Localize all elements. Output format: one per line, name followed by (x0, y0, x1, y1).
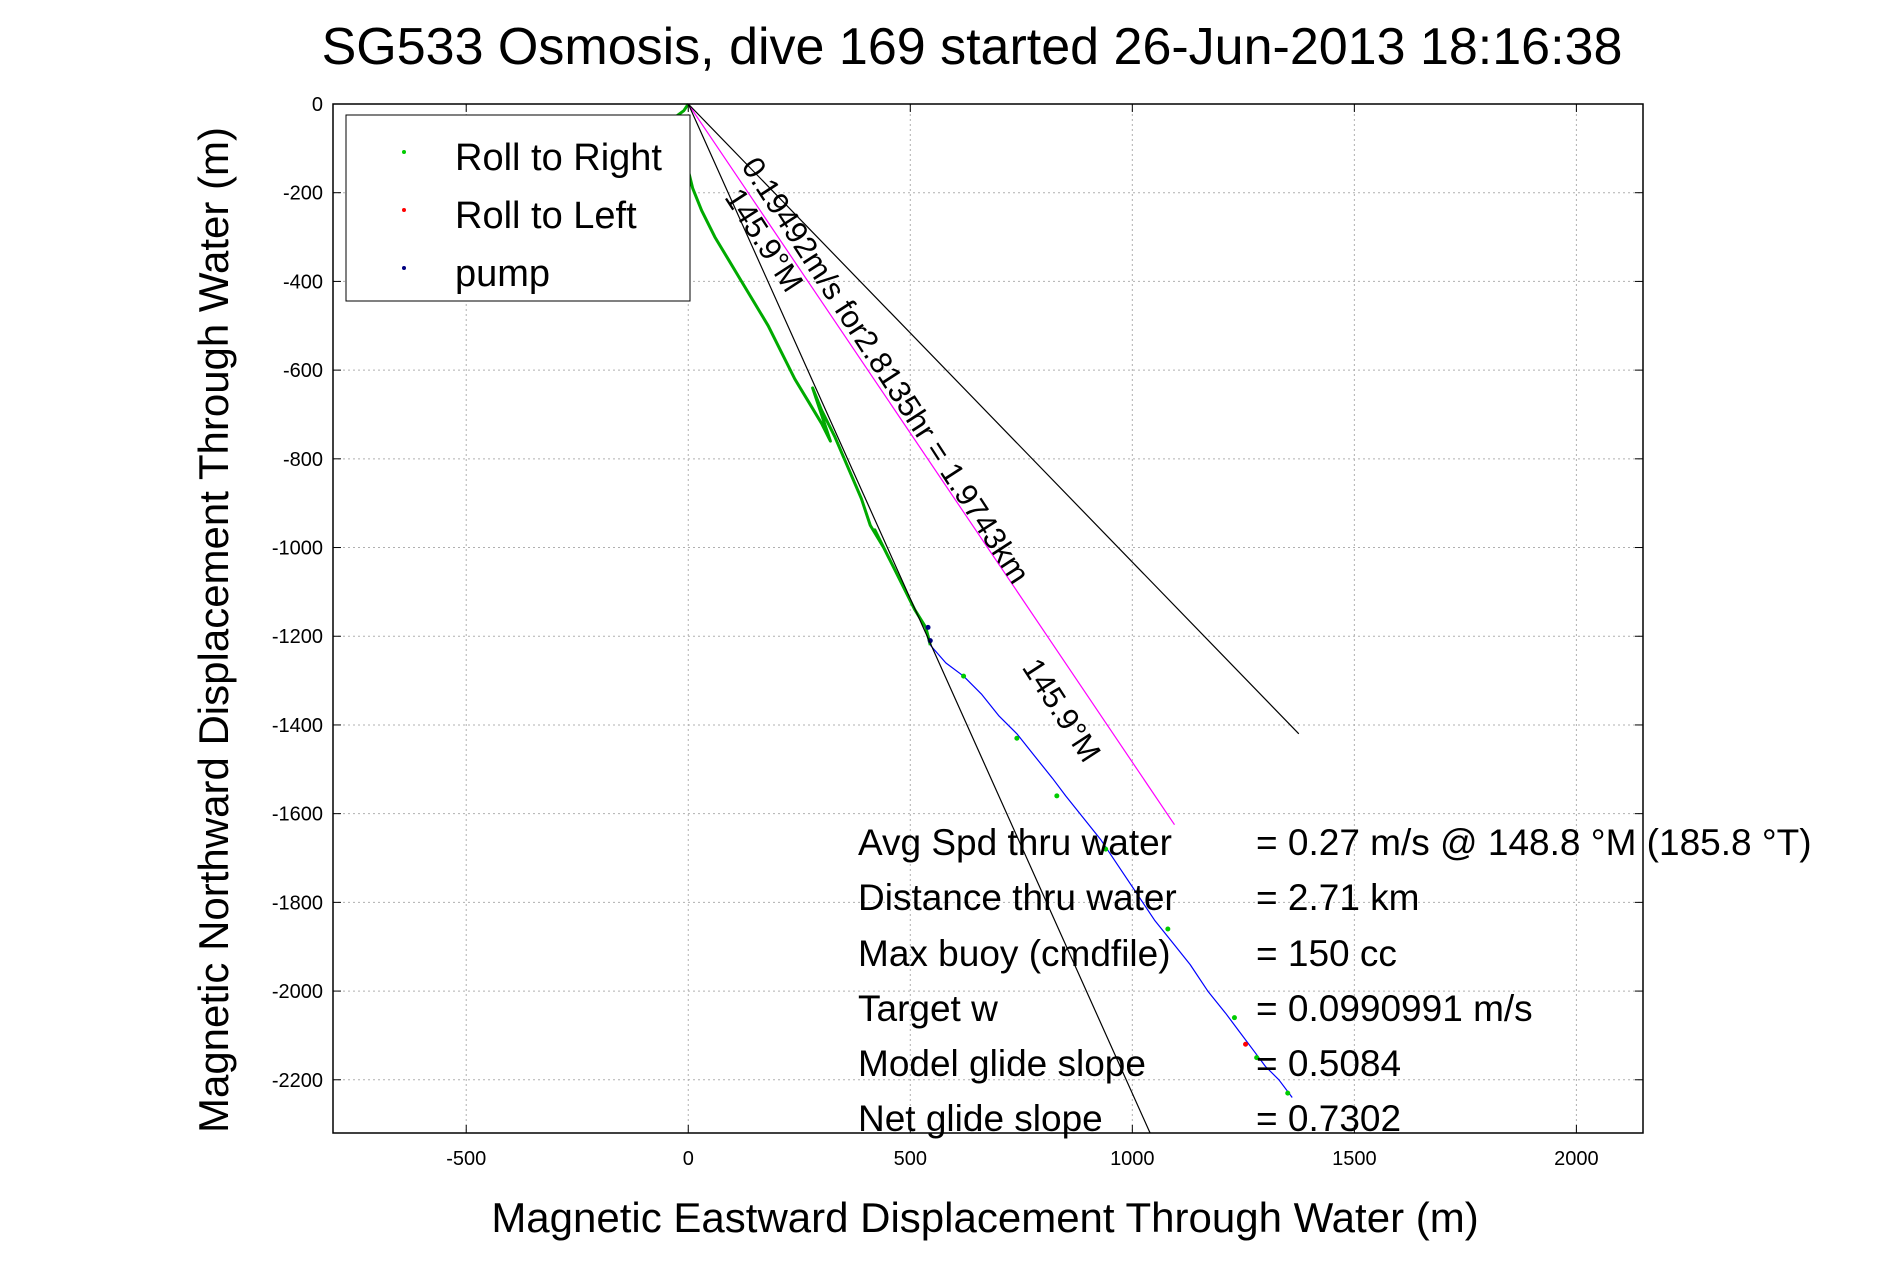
roll-to-right-markers-point (1231, 1015, 1237, 1021)
y-axis-label: Magnetic Northward Displacement Through … (190, 127, 237, 1133)
y-tick-label: -1200 (272, 626, 323, 648)
x-tick-label: 500 (894, 1148, 927, 1170)
stat-value-distance: = 2.71 km (1256, 877, 1420, 918)
chart-title: SG533 Osmosis, dive 169 started 26-Jun-2… (322, 18, 1623, 76)
roll-to-right-markers-point (1103, 846, 1109, 852)
roll-to-right-markers-point (961, 673, 967, 679)
x-tick-label: -500 (446, 1148, 486, 1170)
x-axis-label: Magnetic Eastward Displacement Through W… (491, 1194, 1478, 1241)
guide-line-upper-line (687, 103, 1300, 735)
stat-label-net-glide: Net glide slope (858, 1098, 1103, 1139)
roll-to-right-markers-point (1014, 735, 1020, 741)
x-tick-label: 1000 (1110, 1148, 1155, 1170)
series-layer (673, 103, 1300, 1134)
x-tick-label: 2000 (1554, 1148, 1599, 1170)
y-tick-label: -1400 (272, 715, 323, 737)
stat-label-target-w: Target w (858, 988, 998, 1029)
stat-value-net-glide: = 0.7302 (1256, 1098, 1401, 1139)
stat-label-avg-spd: Avg Spd thru water (858, 822, 1172, 863)
dive-track-line (673, 103, 932, 646)
roll-to-right-markers-point (1054, 793, 1060, 799)
legend-label-roll-left: Roll to Left (455, 195, 637, 237)
roll-to-right-markers-point (1254, 1055, 1260, 1061)
y-tick-label: -2200 (272, 1070, 323, 1092)
guide-line-lower-line (687, 103, 1151, 1134)
y-tick-label: -600 (283, 360, 323, 382)
stat-value-target-w: = 0.0990991 m/s (1256, 988, 1533, 1029)
y-tick-label: 0 (312, 94, 323, 116)
legend-marker-roll-right (402, 150, 406, 154)
stats-block: Avg Spd thru water = 0.27 m/s @ 148.8 °M… (858, 822, 1812, 1139)
y-tick-label: -1600 (272, 804, 323, 826)
stat-value-avg-spd: = 0.27 m/s @ 148.8 °M (185.8 °T) (1256, 822, 1812, 863)
y-tick-label: -2000 (272, 981, 323, 1003)
y-tick-label: -1000 (272, 538, 323, 560)
y-tick-label: -1800 (272, 892, 323, 914)
legend-marker-roll-left (402, 208, 406, 212)
legend-marker-pump (402, 266, 406, 270)
legend-box (345, 114, 691, 302)
stat-label-max-buoy: Max buoy (cmdfile) (858, 933, 1171, 974)
roll-to-right-markers-point (1165, 926, 1171, 932)
pump-markers-point (925, 624, 931, 630)
y-tick-label: -800 (283, 449, 323, 471)
legend: Roll to Right Roll to Left pump (345, 114, 691, 302)
y-tick-label: -200 (283, 183, 323, 205)
stat-label-distance: Distance thru water (858, 877, 1177, 918)
y-tick-label: -400 (283, 271, 323, 293)
climb-track-line (929, 644, 1293, 1098)
x-tick-label: 1500 (1332, 1148, 1377, 1170)
legend-label-roll-right: Roll to Right (455, 137, 662, 179)
roll-to-right-markers-point (1285, 1090, 1291, 1096)
plot-frame (332, 103, 1644, 1134)
roll-to-left-markers-point (1243, 1041, 1249, 1047)
stat-value-max-buoy: = 150 cc (1256, 933, 1397, 974)
ticks-layer: -500 0 500 1000 1500 2000 0 -200 -400 -600 -800 -10… (272, 94, 1643, 1170)
legend-label-pump: pump (455, 253, 550, 295)
heading-line-line (687, 103, 1175, 826)
x-tick-label: 0 (683, 1148, 694, 1170)
stat-label-model-glide: Model glide slope (858, 1043, 1146, 1084)
stat-value-model-glide: = 0.5084 (1256, 1043, 1401, 1084)
